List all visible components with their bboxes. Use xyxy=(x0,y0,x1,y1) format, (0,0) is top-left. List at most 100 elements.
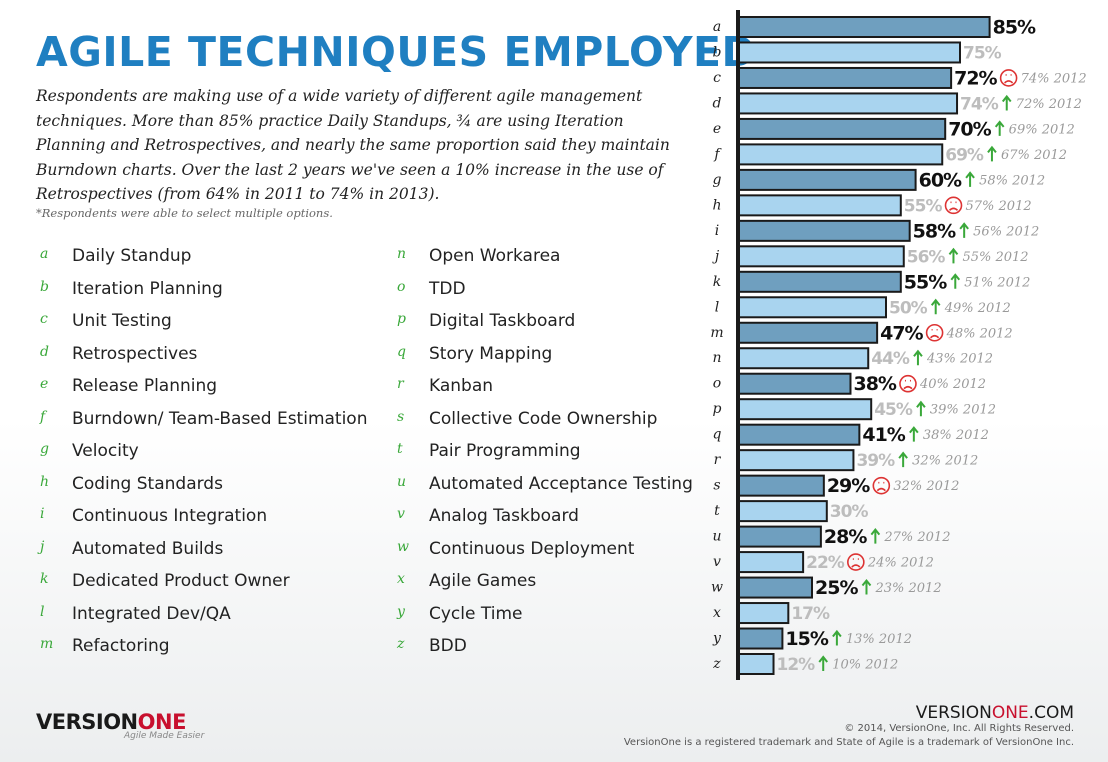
trend-up-icon xyxy=(965,171,975,187)
trend-down-icon xyxy=(903,379,913,390)
previous-label: 58% 2012 xyxy=(979,173,1045,188)
bar xyxy=(737,500,828,523)
description: Respondents are making use of a wide var… xyxy=(36,87,670,203)
value-label: 38% xyxy=(853,373,896,395)
previous-label: 57% 2012 xyxy=(966,199,1032,214)
value-label: 85% xyxy=(993,17,1036,39)
value-label: 55% xyxy=(904,196,943,216)
legend-name: Collective Code Ownership xyxy=(429,408,658,429)
value-label: 55% xyxy=(904,271,947,293)
value-label: 45% xyxy=(874,400,913,420)
legend-letter: p xyxy=(397,311,406,327)
previous-label: 40% 2012 xyxy=(919,377,986,392)
legend-name: Daily Standup xyxy=(72,246,192,266)
bar xyxy=(737,627,784,650)
legend-letter: n xyxy=(397,246,407,262)
value-label: 69% xyxy=(945,145,984,165)
bar xyxy=(737,168,917,191)
value-label: 28% xyxy=(824,526,867,548)
category-label: c xyxy=(713,70,721,86)
trend-down-icon xyxy=(930,328,940,339)
previous-label: 55% 2012 xyxy=(962,250,1028,265)
trend-down-icon xyxy=(899,374,917,393)
trend-up-icon xyxy=(818,655,829,671)
legend-name: Agile Games xyxy=(429,571,537,591)
bar xyxy=(737,525,822,548)
category-label: v xyxy=(713,554,721,570)
previous-label: 13% 2012 xyxy=(846,632,912,647)
legend-name: Refactoring xyxy=(72,636,170,656)
value-label: 22% xyxy=(806,553,845,573)
legend-letter: b xyxy=(40,278,49,295)
legend-letter: q xyxy=(397,343,406,360)
legend-letter: c xyxy=(40,311,48,327)
value-label: 44% xyxy=(871,349,910,369)
legend-name: Pair Programming xyxy=(429,441,581,461)
legend-name: Velocity xyxy=(72,441,139,461)
title: AGILE TECHNIQUES EMPLOYED xyxy=(36,28,757,76)
website-text: VERSION xyxy=(915,703,992,723)
previous-label: 43% 2012 xyxy=(926,352,993,367)
bar xyxy=(737,372,852,395)
trend-up-icon xyxy=(987,145,997,162)
legend-name: Coding Standards xyxy=(72,473,223,494)
bar xyxy=(737,602,790,625)
legend-letter: o xyxy=(397,278,406,295)
previous-label: 23% 2012 xyxy=(874,581,941,596)
previous-label: 27% 2012 xyxy=(883,530,950,545)
logo-text: ONE xyxy=(137,710,187,734)
category-label: p xyxy=(713,401,722,417)
category-label: l xyxy=(715,299,719,315)
previous-label: 39% 2012 xyxy=(930,403,996,418)
legend-letter: e xyxy=(40,376,49,392)
legend-name: Continuous Integration xyxy=(72,506,268,526)
category-label: y xyxy=(712,631,722,647)
legend-letter: d xyxy=(40,343,49,360)
bar xyxy=(737,449,855,472)
trend-down-icon xyxy=(944,196,963,215)
trend-down-icon xyxy=(847,553,865,571)
category-label: q xyxy=(713,427,722,443)
category-label: a xyxy=(713,19,721,35)
value-label: 72% xyxy=(954,67,997,89)
bar xyxy=(737,576,813,599)
trend-up-icon xyxy=(1001,94,1012,111)
legend-name: Kanban xyxy=(429,376,494,396)
legend-letter: f xyxy=(40,408,46,425)
trend-up-icon xyxy=(913,349,923,366)
trend-down-icon xyxy=(876,481,886,492)
category-label: j xyxy=(712,248,720,264)
legend-letter: k xyxy=(40,571,49,587)
category-label: n xyxy=(712,350,721,366)
legend-letter: a xyxy=(40,246,49,262)
trend-up-icon xyxy=(870,527,881,544)
trend-down-icon xyxy=(925,323,944,342)
legend-name: Cycle Time xyxy=(429,603,523,624)
legend-letter: z xyxy=(397,636,405,652)
previous-label: 72% 2012 xyxy=(1016,97,1082,112)
bar xyxy=(737,296,887,319)
category-label: x xyxy=(713,605,721,621)
legend-letter: t xyxy=(397,441,403,457)
previous-label: 51% 2012 xyxy=(964,275,1030,290)
legend-letter: y xyxy=(397,603,405,620)
previous-label: 32% 2012 xyxy=(893,479,959,494)
value-label: 41% xyxy=(862,424,905,446)
category-label: g xyxy=(713,172,722,188)
value-label: 29% xyxy=(827,475,870,497)
category-label: o xyxy=(713,376,721,392)
value-label: 58% xyxy=(913,220,956,242)
legend-letter: l xyxy=(40,603,45,620)
category-label: r xyxy=(714,452,722,468)
trend-up-icon xyxy=(994,120,1005,136)
copyright: © 2014, VersionOne, Inc. All Rights Rese… xyxy=(844,723,1074,734)
category-label: b xyxy=(713,44,722,60)
category-label: e xyxy=(713,121,721,137)
legend-name: Release Planning xyxy=(72,376,218,396)
bar xyxy=(737,117,947,140)
logo-text: VERSION xyxy=(36,710,138,734)
legend-name: Iteration Planning xyxy=(72,278,223,299)
category-label: z xyxy=(712,656,721,672)
previous-label: 49% 2012 xyxy=(944,301,1011,316)
logo: VERSIONONE xyxy=(36,710,186,734)
